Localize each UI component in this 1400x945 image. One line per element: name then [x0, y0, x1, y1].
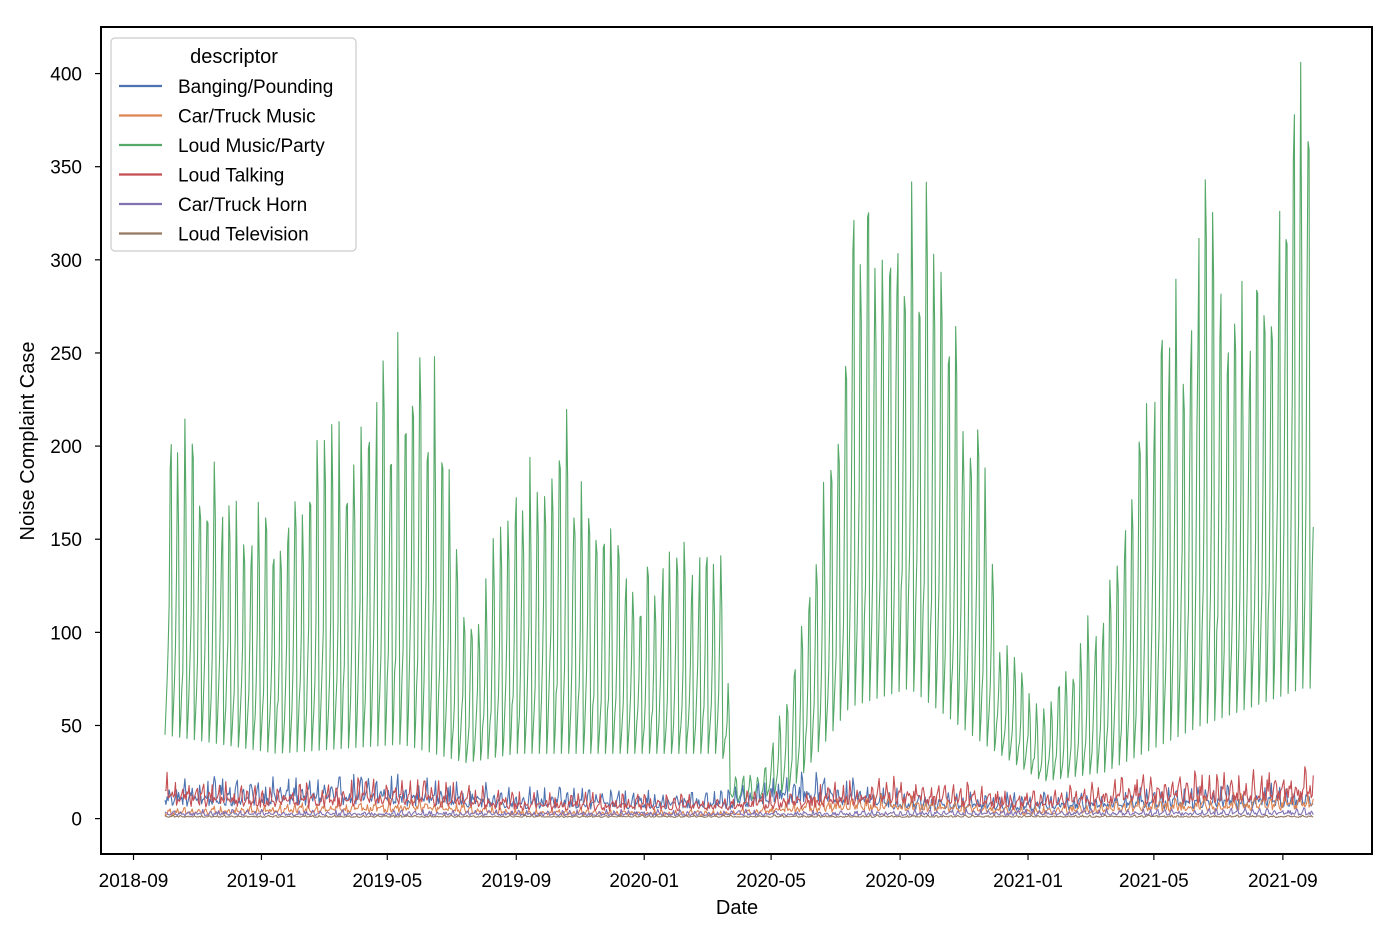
series-line — [164, 766, 1314, 812]
legend-label: Loud Talking — [178, 166, 284, 187]
legend-label: Loud Television — [178, 225, 309, 246]
legend-label: Car/Truck Horn — [178, 195, 307, 216]
legend-box — [110, 37, 357, 252]
series-line — [164, 814, 1314, 818]
x-axis-ticks: 2018-09 2019-01 2019-05 2019-09 2020-01 2020-… — [99, 854, 1318, 892]
legend-item: Loud Talking — [119, 166, 284, 187]
legend-item: Car/Truck Horn — [119, 195, 307, 216]
x-tick-label: 2020-05 — [736, 871, 806, 892]
y-tick-label: 100 — [50, 623, 82, 644]
y-tick-label: 50 — [61, 716, 82, 737]
legend-items: Banging/Pounding Car/Truck Music Loud Musi… — [119, 77, 333, 246]
series-line — [164, 792, 1314, 817]
x-tick-label: 2019-01 — [227, 871, 297, 892]
x-axis-title: Date — [716, 897, 758, 919]
y-axis-ticks: 0 50 100 150 200 250 300 350 400 — [50, 65, 101, 831]
y-tick-label: 250 — [50, 344, 82, 365]
series-line — [164, 807, 1314, 817]
plot-frame — [100, 26, 1373, 855]
y-tick-label: 150 — [50, 530, 82, 551]
series-line — [164, 61, 1314, 804]
x-tick-label: 2020-09 — [865, 871, 935, 892]
y-tick-label: 0 — [71, 810, 82, 831]
legend-title: descriptor — [190, 46, 278, 68]
x-tick-label: 2021-01 — [993, 871, 1063, 892]
x-tick-label: 2020-01 — [609, 871, 679, 892]
legend-item: Loud Television — [119, 225, 309, 246]
legend-item: Banging/Pounding — [119, 77, 333, 98]
legend-label: Banging/Pounding — [178, 77, 333, 98]
y-tick-label: 200 — [50, 437, 82, 458]
y-tick-label: 350 — [50, 158, 82, 179]
legend-label: Car/Truck Music — [178, 107, 316, 128]
x-tick-label: 2019-09 — [481, 871, 551, 892]
legend-label: Loud Music/Party — [178, 136, 325, 157]
x-tick-label: 2021-05 — [1119, 871, 1189, 892]
y-tick-label: 300 — [50, 251, 82, 272]
x-tick-label: 2018-09 — [99, 871, 169, 892]
y-tick-label: 400 — [50, 65, 82, 86]
legend: descriptor Banging/Pounding Car/Truck Mus… — [110, 37, 357, 252]
series-layer — [164, 61, 1314, 818]
y-axis-title: Noise Complaint Case — [17, 342, 39, 541]
x-tick-label: 2019-05 — [352, 871, 422, 892]
legend-item: Car/Truck Music — [119, 107, 316, 128]
legend-item: Loud Music/Party — [119, 136, 325, 157]
x-tick-label: 2021-09 — [1248, 871, 1318, 892]
